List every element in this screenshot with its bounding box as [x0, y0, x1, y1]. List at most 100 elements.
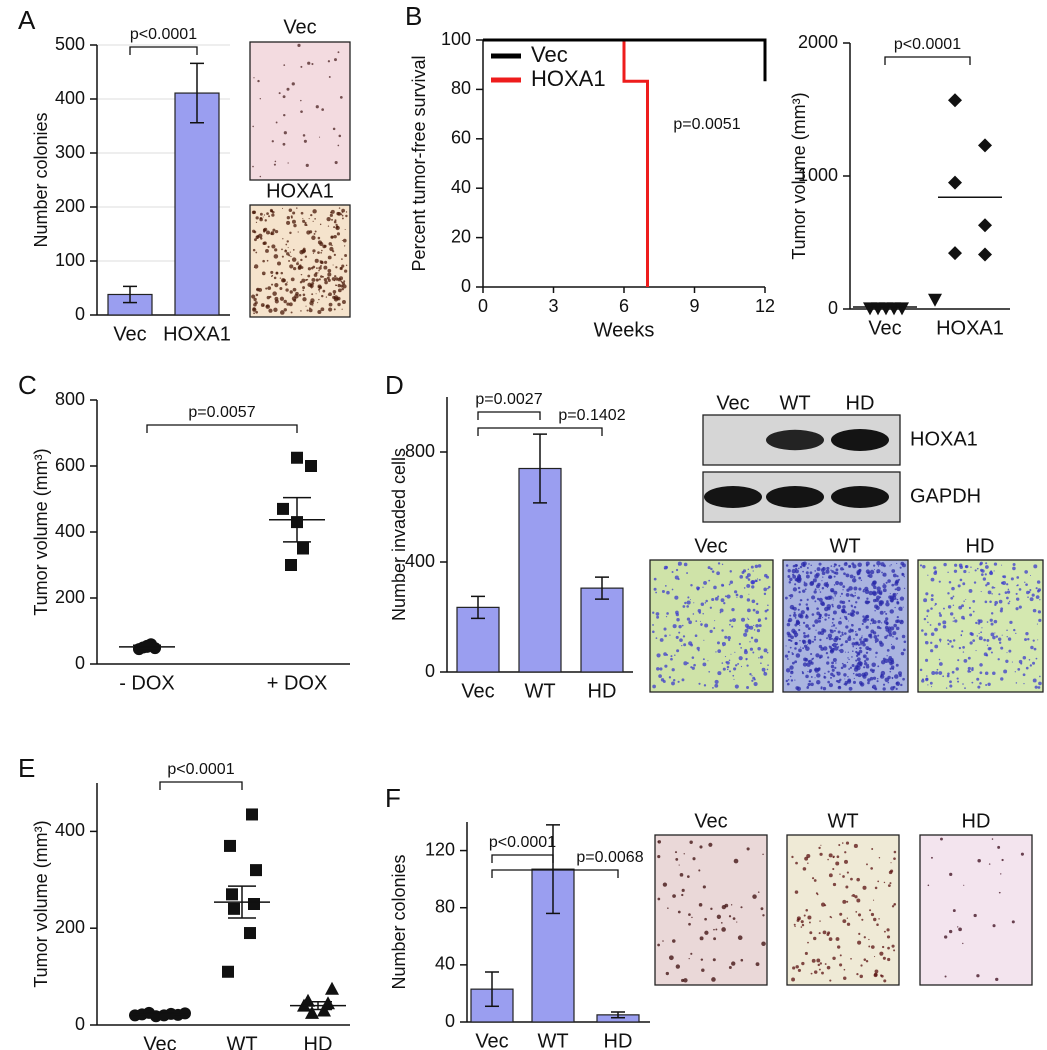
micrograph-speck [998, 593, 1001, 596]
micrograph-speck [808, 634, 810, 636]
micrograph-speck [280, 310, 285, 315]
micrograph-speck [831, 621, 834, 624]
micrograph-speck [852, 645, 855, 648]
micrograph-speck [661, 590, 665, 594]
micrograph-speck [756, 629, 761, 633]
micrograph-speck [297, 266, 302, 270]
micrograph-speck [877, 665, 880, 668]
micrograph-speck [865, 614, 870, 619]
image-label: HOXA1 [266, 180, 334, 202]
micrograph-speck [293, 298, 297, 302]
micrograph-speck [900, 561, 905, 566]
micrograph-speck [740, 646, 742, 649]
micrograph-speck [746, 686, 750, 689]
micrograph-speck [834, 635, 839, 640]
micrograph-speck [925, 592, 929, 596]
micrograph-speck [794, 623, 798, 627]
micrograph-speck [328, 242, 333, 246]
micrograph-speck [821, 902, 826, 907]
micrograph-speck [676, 649, 680, 653]
micrograph-speck [899, 621, 902, 624]
micrograph-speck [327, 294, 329, 296]
y-tick-label: 2000 [798, 32, 838, 52]
micrograph-speck [826, 566, 830, 571]
micrograph-speck [931, 671, 936, 675]
micrograph-speck [267, 245, 270, 248]
micrograph-speck [993, 619, 998, 624]
micrograph-speck [1036, 623, 1038, 625]
micrograph-speck [868, 647, 872, 651]
micrograph-speck [831, 617, 835, 621]
micrograph-speck [865, 664, 870, 669]
micrograph-speck [747, 618, 750, 621]
micrograph-speck [668, 676, 672, 679]
micrograph-speck [930, 686, 933, 688]
micrograph-speck [872, 631, 877, 635]
micrograph-speck [756, 578, 759, 580]
micrograph-speck [857, 940, 862, 945]
micrograph-speck [672, 939, 676, 943]
micrograph-speck [670, 657, 673, 661]
micrograph-speck [675, 858, 679, 861]
significance-bracket [159, 781, 243, 790]
micrograph-speck [839, 912, 843, 916]
micrograph-speck [887, 946, 890, 950]
micrograph-speck [880, 622, 883, 624]
micrograph-speck [887, 579, 891, 583]
micrograph-speck [856, 877, 860, 882]
micrograph-speck [818, 644, 823, 649]
micrograph-speck [1030, 574, 1032, 576]
micrograph-speck [948, 929, 953, 934]
micrograph-speck [934, 671, 939, 675]
micrograph-speck [890, 564, 892, 566]
micrograph-speck [892, 635, 894, 638]
micrograph-speck [749, 641, 751, 643]
micrograph-speck [794, 569, 799, 574]
micrograph-speck [724, 655, 727, 658]
significance-bracket [477, 411, 541, 420]
micrograph-speck [880, 660, 886, 665]
micrograph-speck [674, 595, 679, 600]
micrograph-speck [328, 292, 332, 297]
micrograph-speck [977, 685, 981, 689]
micrograph-speck [934, 604, 936, 606]
micrograph-speck [837, 630, 841, 634]
micrograph-speck [711, 977, 716, 982]
micrograph-speck [967, 666, 971, 671]
micrograph-speck [872, 580, 877, 585]
micrograph-speck [792, 587, 798, 592]
micrograph-speck [1015, 632, 1017, 635]
micrograph-speck [274, 160, 277, 163]
point [978, 218, 992, 233]
micrograph-speck [815, 629, 817, 631]
micrograph-speck [288, 302, 293, 307]
micrograph-speck [302, 218, 304, 220]
micrograph-speck [791, 855, 794, 859]
micrograph-speck [967, 669, 971, 673]
micrograph-speck [789, 614, 792, 617]
micrograph-speck [311, 277, 316, 282]
micrograph-speck [888, 595, 892, 599]
x-tick-label: HD [304, 1033, 333, 1050]
micrograph-speck [827, 656, 830, 659]
micrograph-speck [743, 650, 748, 655]
micrograph-speck [296, 207, 298, 209]
micrograph-speck [958, 646, 962, 650]
micrograph-speck [803, 634, 807, 639]
micrograph-speck [848, 620, 850, 622]
micrograph-speck [760, 662, 762, 664]
micrograph-speck [302, 293, 306, 297]
micrograph-speck [861, 622, 864, 625]
micrograph-speck [884, 635, 888, 640]
micrograph-speck [868, 633, 872, 638]
micrograph-speck [262, 216, 264, 218]
micrograph-speck [1020, 852, 1024, 856]
micrograph-speck [805, 624, 809, 628]
micrograph-speck [830, 672, 834, 676]
micrograph-speck [845, 841, 850, 845]
micrograph-speck [878, 602, 883, 607]
micrograph-speck [728, 583, 731, 586]
micrograph-speck [742, 569, 747, 573]
micrograph-speck [749, 672, 752, 676]
micrograph-speck [798, 574, 801, 577]
